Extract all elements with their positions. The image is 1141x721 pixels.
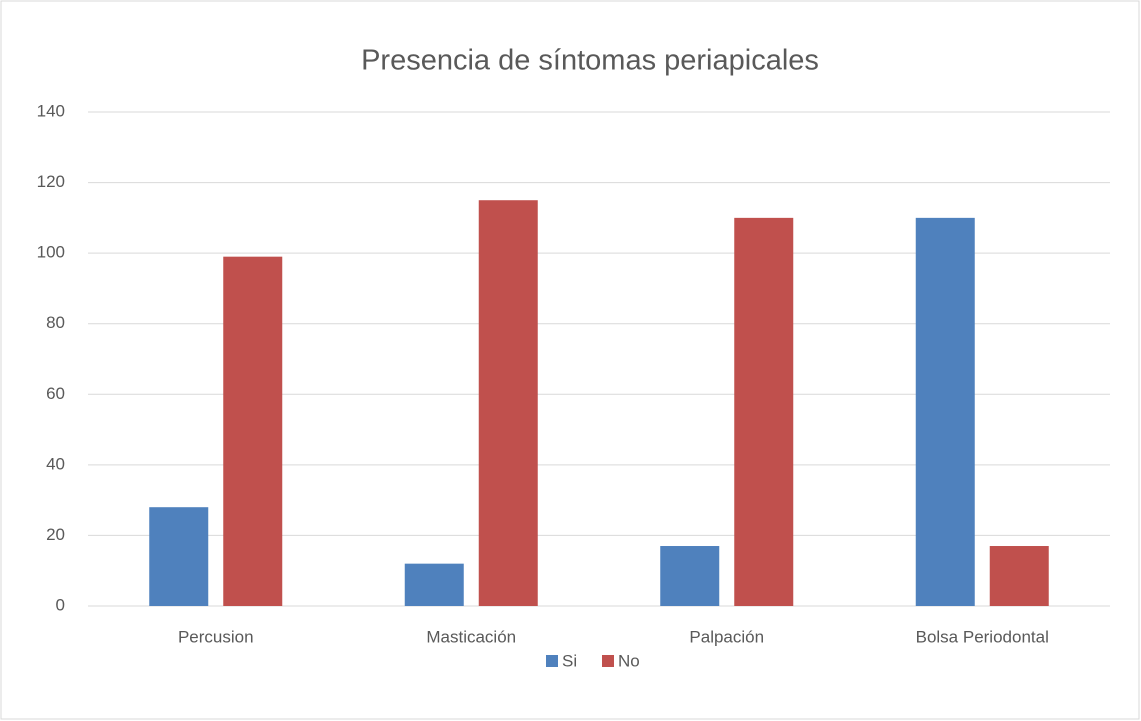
legend-swatch — [546, 655, 558, 667]
y-tick-label: 140 — [37, 101, 65, 120]
bar — [223, 256, 283, 606]
y-tick-label: 40 — [46, 454, 65, 473]
bar — [478, 200, 538, 606]
legend-swatch — [602, 655, 614, 667]
y-tick-label: 60 — [46, 384, 65, 403]
x-tick-label: Masticación — [426, 627, 516, 646]
bar — [989, 546, 1049, 606]
x-tick-label: Percusion — [178, 627, 254, 646]
x-tick-label: Palpación — [689, 627, 764, 646]
y-tick-label: 100 — [37, 243, 65, 262]
y-tick-label: 20 — [46, 525, 65, 544]
y-tick-label: 80 — [46, 313, 65, 332]
y-tick-label: 120 — [37, 172, 65, 191]
x-tick-label: Bolsa Periodontal — [916, 627, 1049, 646]
y-tick-label: 0 — [56, 595, 65, 614]
legend-label: No — [618, 651, 640, 670]
chart-title: Presencia de síntomas periapicales — [361, 45, 819, 77]
bar — [915, 217, 975, 606]
bar — [734, 217, 794, 606]
legend-label: Si — [562, 651, 577, 670]
bar — [404, 563, 464, 606]
bar — [660, 546, 720, 606]
bar — [149, 507, 209, 606]
